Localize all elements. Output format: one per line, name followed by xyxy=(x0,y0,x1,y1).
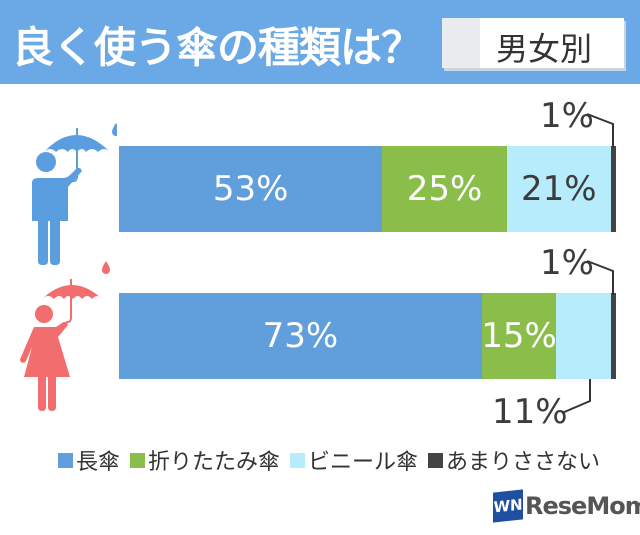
callout-leader-male xyxy=(586,113,614,148)
header-banner: 良く使う傘の種類は？ 男女別 xyxy=(0,0,640,84)
bar-female: 73% 15% xyxy=(119,293,616,379)
chart-title: 良く使う傘の種類は？ xyxy=(12,23,423,72)
man-with-umbrella-icon xyxy=(32,123,117,265)
legend-label: 折りたたみ傘 xyxy=(148,450,281,475)
legend-item-vinyl-umbrella: ビニール傘 xyxy=(290,444,418,476)
legend-swatch xyxy=(130,452,146,468)
logo-text: ReseMom xyxy=(525,492,640,520)
legend-item-folding-umbrella: 折りたたみ傘 xyxy=(130,444,280,476)
legend-swatch xyxy=(58,452,73,468)
legend-label: ビニール傘 xyxy=(308,450,419,475)
callout-female-vinyl: 11% xyxy=(492,392,568,432)
callout-leader-female-vinyl xyxy=(561,379,591,414)
legend: 長傘 折りたたみ傘 ビニール傘 あまりささない xyxy=(58,444,610,476)
legend-swatch xyxy=(428,452,444,468)
tag-label: 男女別 xyxy=(496,30,593,68)
segment-vinyl-umbrella xyxy=(556,293,611,379)
legend-item-rarely-use: あまりささない xyxy=(428,444,600,476)
bar-male: 53% 25% 21% xyxy=(119,146,616,232)
tag-fold xyxy=(442,18,480,68)
woman-with-umbrella-icon xyxy=(20,261,110,411)
segment-rarely-use xyxy=(611,146,616,232)
segment-long-umbrella: 73% xyxy=(119,293,482,379)
segment-folding-umbrella: 15% xyxy=(481,293,557,379)
callout-female-rarely: 1% xyxy=(540,243,594,283)
legend-item-long-umbrella: 長傘 xyxy=(58,444,120,476)
callout-male-rarely: 1% xyxy=(540,96,594,136)
legend-label: あまりささない xyxy=(446,450,601,475)
segment-folding-umbrella: 25% xyxy=(382,146,507,232)
segment-vinyl-umbrella: 21% xyxy=(506,146,612,232)
resemom-logo: WN ReseMom xyxy=(493,489,640,523)
logo-mark-icon: WN xyxy=(493,489,523,523)
segment-long-umbrella: 53% xyxy=(119,146,383,232)
legend-swatch xyxy=(290,452,306,468)
segment-rarely-use xyxy=(611,293,616,379)
callout-leader-female-rarely xyxy=(586,260,614,295)
legend-label: 長傘 xyxy=(76,450,121,475)
gender-tag: 男女別 xyxy=(442,18,624,68)
